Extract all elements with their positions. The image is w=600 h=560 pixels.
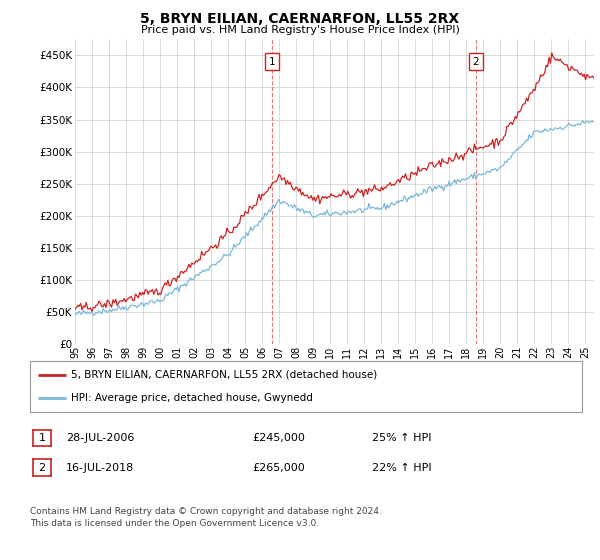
Text: Contains HM Land Registry data © Crown copyright and database right 2024.
This d: Contains HM Land Registry data © Crown c… [30,507,382,528]
Text: 22% ↑ HPI: 22% ↑ HPI [372,463,431,473]
Text: £265,000: £265,000 [252,463,305,473]
Text: Price paid vs. HM Land Registry's House Price Index (HPI): Price paid vs. HM Land Registry's House … [140,25,460,35]
Text: 1: 1 [38,433,46,443]
Text: 2: 2 [472,57,479,67]
Text: 25% ↑ HPI: 25% ↑ HPI [372,433,431,443]
Text: 5, BRYN EILIAN, CAERNARFON, LL55 2RX (detached house): 5, BRYN EILIAN, CAERNARFON, LL55 2RX (de… [71,370,377,380]
Text: 2: 2 [38,463,46,473]
Text: £245,000: £245,000 [252,433,305,443]
Text: 5, BRYN EILIAN, CAERNARFON, LL55 2RX: 5, BRYN EILIAN, CAERNARFON, LL55 2RX [140,12,460,26]
Text: 28-JUL-2006: 28-JUL-2006 [66,433,134,443]
Text: HPI: Average price, detached house, Gwynedd: HPI: Average price, detached house, Gwyn… [71,393,313,403]
Text: 16-JUL-2018: 16-JUL-2018 [66,463,134,473]
Text: 1: 1 [269,57,275,67]
